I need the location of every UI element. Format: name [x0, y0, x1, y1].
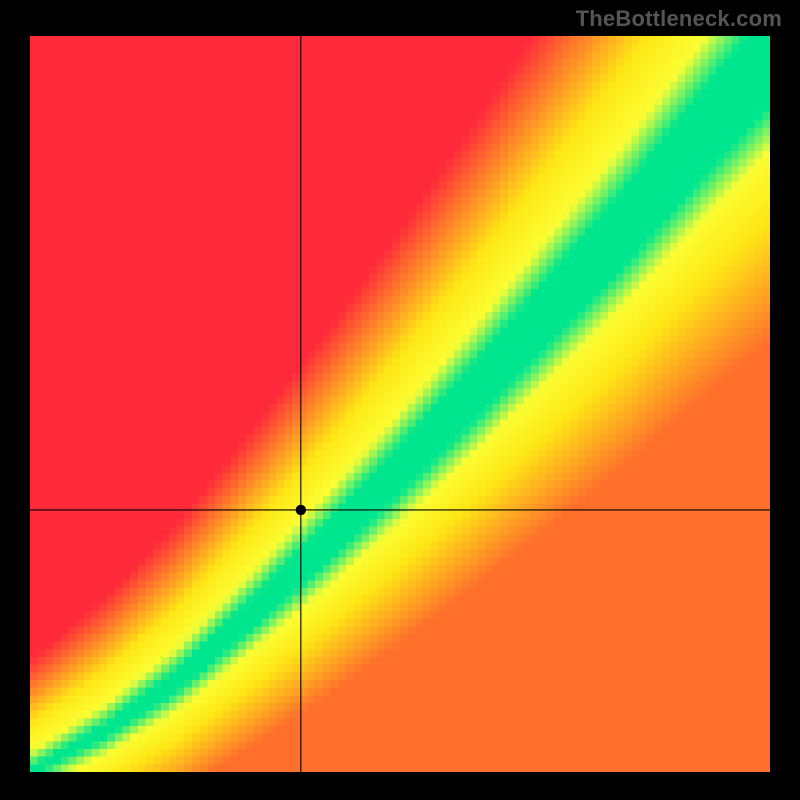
bottleneck-heatmap	[30, 36, 770, 772]
heatmap-canvas	[30, 36, 770, 772]
watermark-text: TheBottleneck.com	[576, 6, 782, 32]
